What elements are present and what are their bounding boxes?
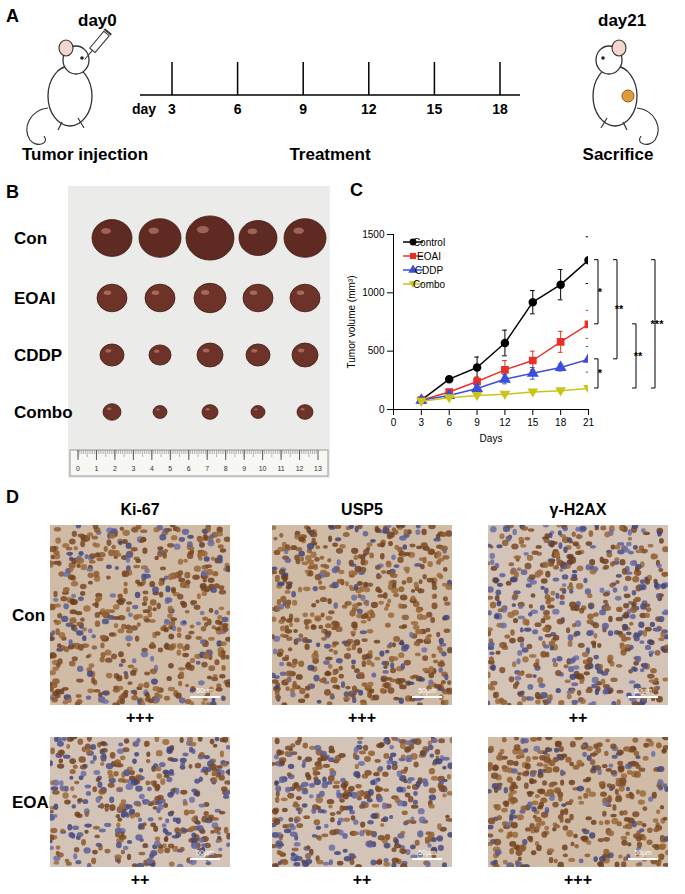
svg-text:0: 0 [76, 465, 80, 472]
svg-text:50μm: 50μm [418, 687, 436, 695]
svg-text:*: * [598, 286, 603, 298]
svg-text:+++: +++ [126, 709, 154, 726]
svg-text:+++: +++ [348, 709, 376, 726]
svg-text:Con: Con [12, 606, 45, 625]
svg-text:Combo: Combo [413, 279, 446, 290]
svg-text:6: 6 [446, 417, 452, 428]
svg-text:A: A [6, 6, 19, 26]
svg-text:Con: Con [14, 229, 47, 248]
svg-text:CDDP: CDDP [415, 265, 444, 276]
svg-text:12: 12 [361, 101, 377, 117]
svg-text:Treatment: Treatment [289, 145, 371, 164]
svg-text:1: 1 [95, 465, 99, 472]
svg-text:EOAI: EOAI [12, 793, 54, 812]
svg-text:15: 15 [427, 101, 443, 117]
svg-text:day: day [132, 101, 156, 117]
svg-text:EOAI: EOAI [14, 289, 56, 308]
svg-text:18: 18 [492, 101, 508, 117]
svg-text:Combo: Combo [14, 403, 73, 422]
svg-text:USP5: USP5 [341, 501, 383, 518]
svg-text:1000: 1000 [362, 287, 385, 298]
svg-text:11: 11 [277, 465, 284, 472]
svg-text:CDDP: CDDP [14, 346, 62, 365]
svg-text:EOAI: EOAI [417, 251, 441, 262]
svg-text:10: 10 [259, 465, 267, 472]
svg-text:0: 0 [391, 417, 397, 428]
svg-text:12: 12 [499, 417, 511, 428]
svg-text:day0: day0 [78, 11, 117, 30]
svg-text:0: 0 [379, 404, 385, 415]
svg-text:9: 9 [242, 465, 246, 472]
svg-text:5: 5 [168, 465, 172, 472]
svg-text:***: *** [651, 318, 665, 330]
svg-text:4: 4 [150, 465, 154, 472]
svg-text:++: ++ [569, 709, 588, 726]
svg-text:7: 7 [205, 465, 209, 472]
svg-text:++: ++ [131, 871, 150, 888]
svg-text:**: ** [615, 303, 624, 315]
svg-text:*: * [598, 367, 603, 379]
svg-text:day21: day21 [598, 11, 646, 30]
svg-text:50μm: 50μm [196, 849, 214, 857]
svg-text:Days: Days [480, 433, 503, 444]
svg-text:Tumor injection: Tumor injection [22, 145, 148, 164]
svg-text:3: 3 [168, 101, 176, 117]
svg-text:50μm: 50μm [634, 849, 652, 857]
svg-text:8: 8 [224, 465, 228, 472]
svg-text:50μm: 50μm [634, 687, 652, 695]
svg-text:9: 9 [474, 417, 480, 428]
svg-text:18: 18 [555, 417, 567, 428]
svg-text:50μm: 50μm [196, 687, 214, 695]
html-text:C: C [350, 180, 363, 200]
svg-text:γ-H2AX: γ-H2AX [550, 501, 607, 518]
svg-text:15: 15 [527, 417, 539, 428]
svg-text:++: ++ [353, 871, 372, 888]
svg-text:D: D [6, 487, 19, 507]
svg-text:Sacrifice: Sacrifice [583, 145, 654, 164]
svg-text:1500: 1500 [362, 229, 385, 240]
svg-text:2: 2 [113, 465, 117, 472]
svg-text:500: 500 [368, 345, 385, 356]
svg-text:+++: +++ [564, 871, 592, 888]
svg-text:50μm: 50μm [418, 849, 436, 857]
svg-text:13: 13 [314, 465, 322, 472]
svg-text:3: 3 [419, 417, 425, 428]
svg-text:9: 9 [299, 101, 307, 117]
svg-text:Control: Control [413, 237, 445, 248]
svg-text:Tumor volume (mm³): Tumor volume (mm³) [346, 276, 357, 369]
svg-text:Ki-67: Ki-67 [120, 501, 159, 518]
svg-text:6: 6 [234, 101, 242, 117]
svg-text:21: 21 [583, 417, 595, 428]
svg-text:3: 3 [131, 465, 135, 472]
svg-text:6: 6 [187, 465, 191, 472]
svg-text:B: B [6, 182, 19, 202]
svg-text:12: 12 [296, 465, 304, 472]
svg-text:**: ** [634, 350, 643, 362]
